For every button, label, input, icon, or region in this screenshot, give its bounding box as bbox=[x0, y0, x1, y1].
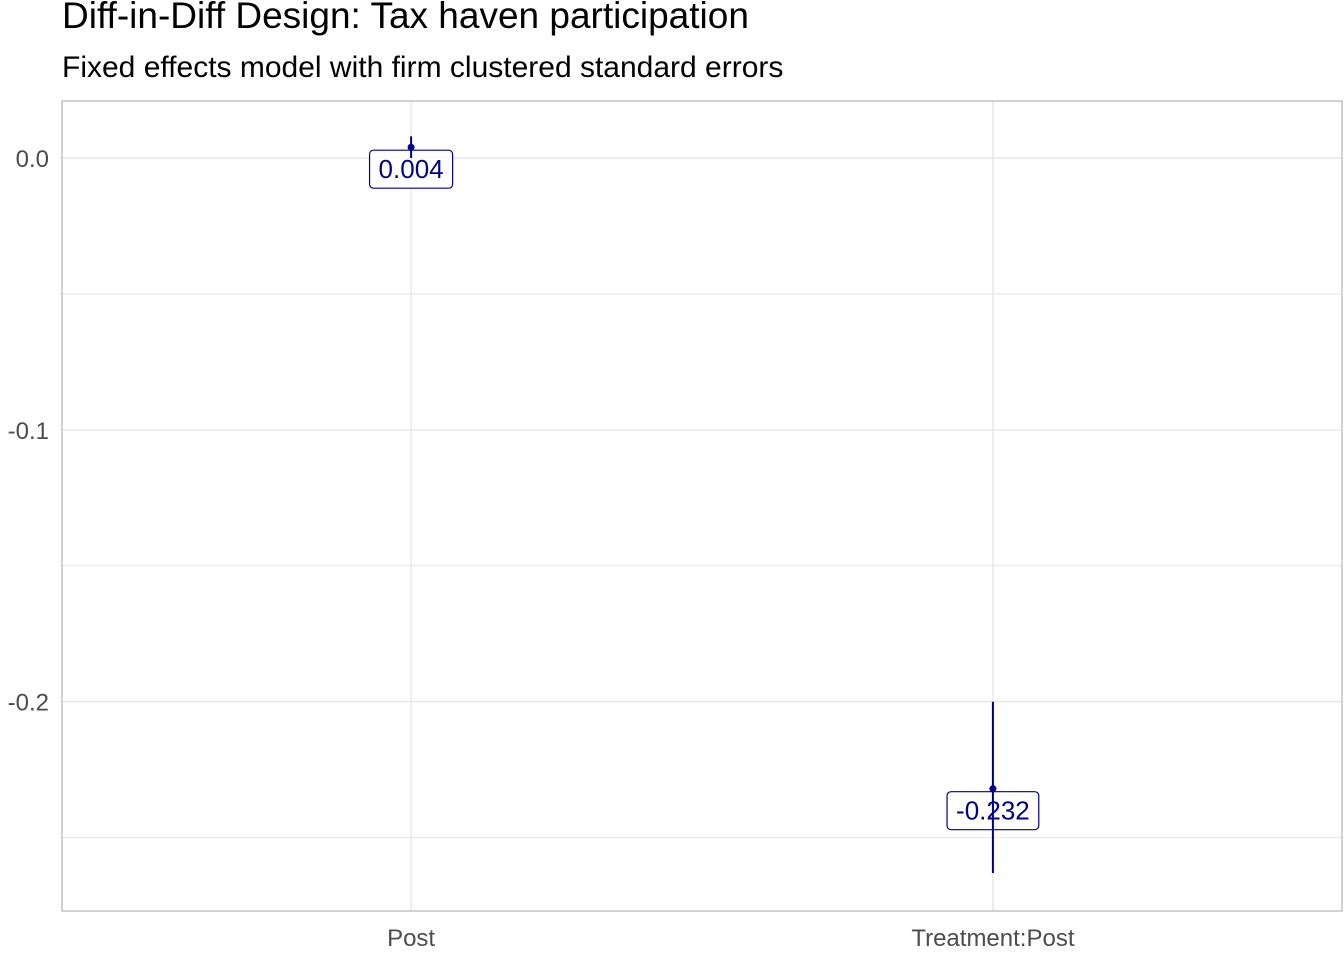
x-axis-ticks: Post Treatment:Post bbox=[387, 925, 1075, 952]
x-tick-label: Post bbox=[387, 925, 435, 952]
estimate-point bbox=[989, 785, 997, 793]
chart-title: Diff-in-Diff Design: Tax haven participa… bbox=[62, 0, 749, 36]
chart-subtitle: Fixed effects model with firm clustered … bbox=[62, 51, 784, 84]
estimate-label-text: 0.004 bbox=[379, 154, 444, 184]
coefficient-marks: 0.004 -0.232 bbox=[368, 136, 1040, 873]
y-axis-ticks: 0.0 -0.1 -0.2 bbox=[8, 146, 49, 717]
estimate-label: -0.232 bbox=[946, 791, 1040, 831]
y-tick-label: 0.0 bbox=[16, 146, 49, 173]
minor-gridlines bbox=[62, 293, 1342, 839]
y-tick-label: -0.2 bbox=[8, 690, 49, 717]
panel-border bbox=[61, 100, 1343, 912]
x-tick-label: Treatment:Post bbox=[911, 925, 1075, 952]
major-gridlines bbox=[62, 101, 1342, 911]
y-tick-label: -0.1 bbox=[8, 418, 49, 445]
estimate-label: 0.004 bbox=[368, 149, 454, 189]
estimate-point bbox=[407, 143, 415, 151]
